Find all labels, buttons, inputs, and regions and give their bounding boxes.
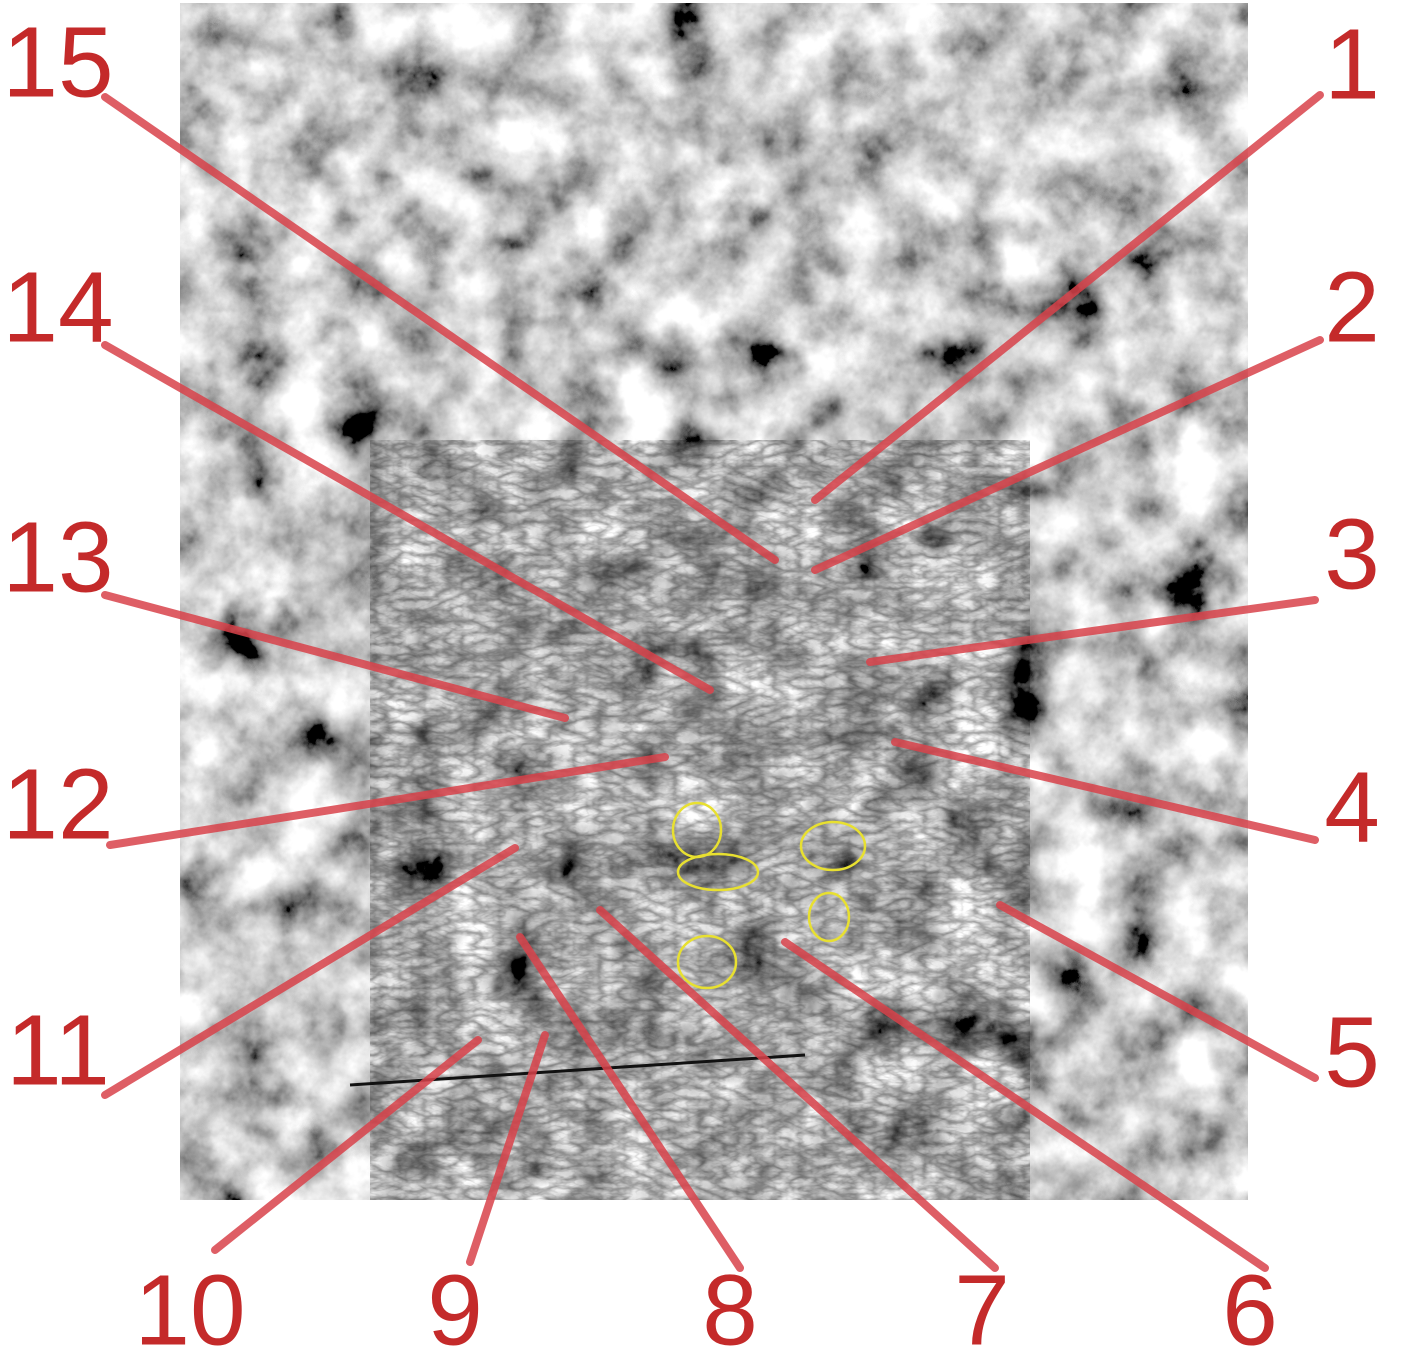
pointer-line — [211, 1036, 482, 1254]
annotation-label: 8 — [702, 1254, 758, 1360]
annotation-label: 10 — [134, 1254, 245, 1360]
annotation-label: 15 — [2, 6, 113, 118]
annotation-label: 6 — [1222, 1254, 1278, 1360]
pointer-line — [101, 93, 779, 564]
pointer-line — [811, 336, 1324, 574]
annotation-label: 5 — [1324, 996, 1380, 1108]
pointer-line — [106, 753, 669, 849]
circle-mark — [676, 934, 738, 990]
annotation-label: 3 — [1324, 498, 1380, 610]
pointer-line — [101, 591, 569, 722]
circle-mark — [676, 852, 760, 892]
annotation-label: 4 — [1324, 751, 1380, 863]
annotation-label: 1 — [1324, 8, 1380, 120]
pointer-line — [996, 901, 1319, 1082]
pointer-line — [101, 844, 519, 1099]
annotation-label: 9 — [427, 1254, 483, 1360]
pointer-line — [466, 1031, 549, 1266]
ridge-pattern — [370, 440, 1030, 1200]
pointer-line — [101, 341, 714, 694]
circle-mark — [799, 820, 867, 872]
pointer-line — [516, 933, 744, 1272]
annotation-label: 12 — [2, 748, 113, 860]
annotation-label: 7 — [954, 1254, 1010, 1360]
photo — [180, 3, 1248, 1200]
annotation-label: 2 — [1324, 251, 1380, 363]
pointer-line — [866, 596, 1319, 666]
pointer-line — [781, 938, 1269, 1272]
pointer-line — [811, 91, 1324, 504]
annotation-label: 14 — [2, 251, 113, 363]
pointer-line — [891, 738, 1319, 844]
pointer-line — [596, 906, 999, 1272]
annotation-label: 11 — [6, 994, 110, 1106]
annotation-label: 13 — [2, 501, 113, 613]
circle-mark — [807, 891, 851, 943]
